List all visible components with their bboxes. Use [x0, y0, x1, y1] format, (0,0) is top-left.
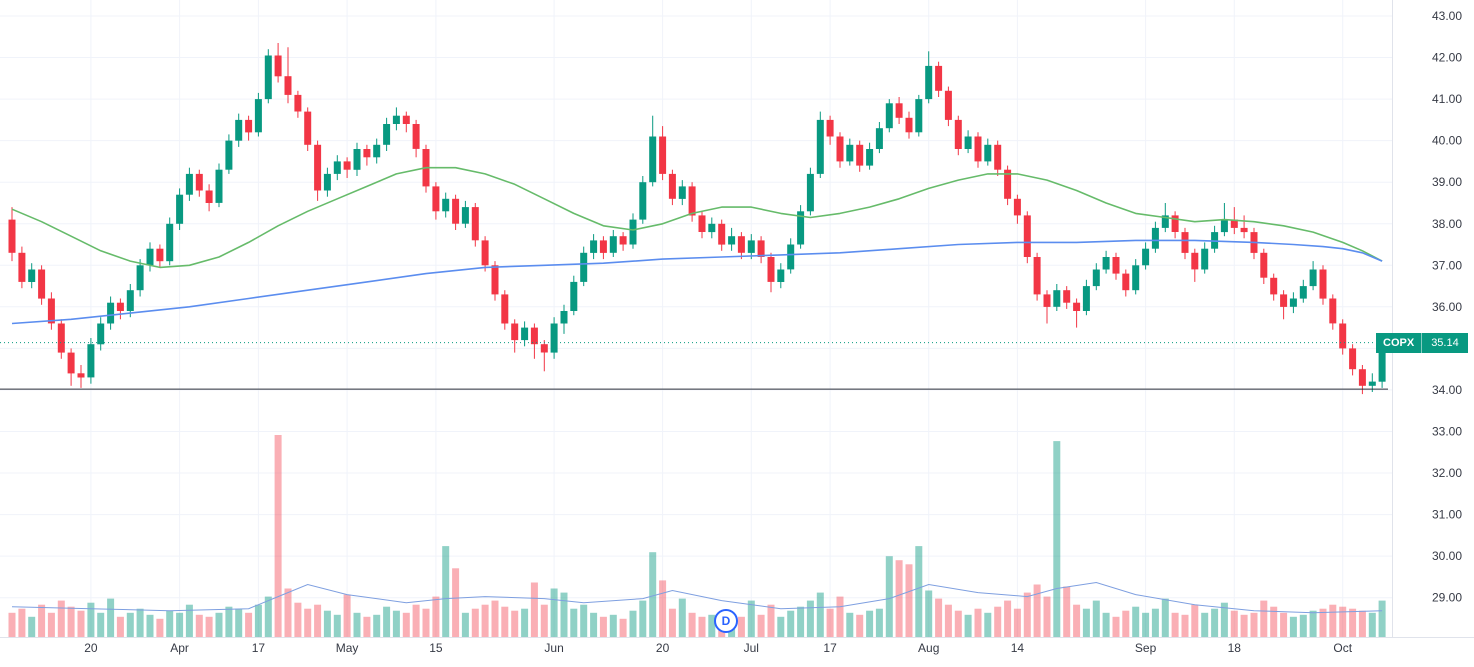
svg-text:Oct: Oct — [1333, 641, 1352, 655]
svg-text:17: 17 — [252, 641, 266, 655]
svg-text:40.00: 40.00 — [1432, 134, 1462, 148]
svg-text:18: 18 — [1228, 641, 1242, 655]
svg-text:32.00: 32.00 — [1432, 466, 1462, 480]
svg-text:15: 15 — [429, 641, 443, 655]
svg-text:Apr: Apr — [170, 641, 189, 655]
svg-text:31.00: 31.00 — [1432, 508, 1462, 522]
svg-text:42.00: 42.00 — [1432, 51, 1462, 65]
svg-text:37.00: 37.00 — [1432, 258, 1462, 272]
svg-text:34.00: 34.00 — [1432, 383, 1462, 397]
svg-text:29.00: 29.00 — [1432, 591, 1462, 605]
grid-layer — [0, 0, 1392, 637]
last-price-value: 35.14 — [1421, 332, 1468, 353]
last-price-badge: COPX 35.14 — [1376, 332, 1468, 353]
svg-text:41.00: 41.00 — [1432, 92, 1462, 106]
svg-text:14: 14 — [1011, 641, 1025, 655]
svg-text:33.00: 33.00 — [1432, 425, 1462, 439]
svg-text:Sep: Sep — [1135, 641, 1157, 655]
ma-slow-line — [11, 239, 1383, 325]
volume-layer — [8, 435, 1386, 637]
volume-ma-line — [11, 581, 1383, 614]
price-axis[interactable]: 43.00 42.00 41.00 40.00 39.00 38.00 37.00 36.00… — [1432, 9, 1462, 605]
svg-text:May: May — [336, 641, 359, 655]
svg-text:38.00: 38.00 — [1432, 217, 1462, 231]
svg-text:20: 20 — [656, 641, 670, 655]
ma-fast-line — [11, 166, 1383, 269]
svg-text:36.00: 36.00 — [1432, 300, 1462, 314]
tradingview-d-logo[interactable]: D — [714, 609, 738, 633]
svg-text:17: 17 — [823, 641, 837, 655]
d-logo-letter: D — [721, 614, 731, 628]
svg-text:43.00: 43.00 — [1432, 9, 1462, 23]
svg-text:39.00: 39.00 — [1432, 175, 1462, 189]
candles-layer[interactable] — [8, 43, 1386, 395]
svg-text:Jun: Jun — [544, 641, 563, 655]
ticker-symbol: COPX — [1383, 336, 1415, 349]
svg-text:Aug: Aug — [918, 641, 939, 655]
svg-text:20: 20 — [84, 641, 98, 655]
svg-text:Jul: Jul — [744, 641, 759, 655]
time-axis[interactable]: 20 Apr 17 May 15 Jun 20 Jul 17 Aug 14 Sep 18 Oct — [84, 641, 1352, 655]
svg-text:30.00: 30.00 — [1432, 549, 1462, 563]
